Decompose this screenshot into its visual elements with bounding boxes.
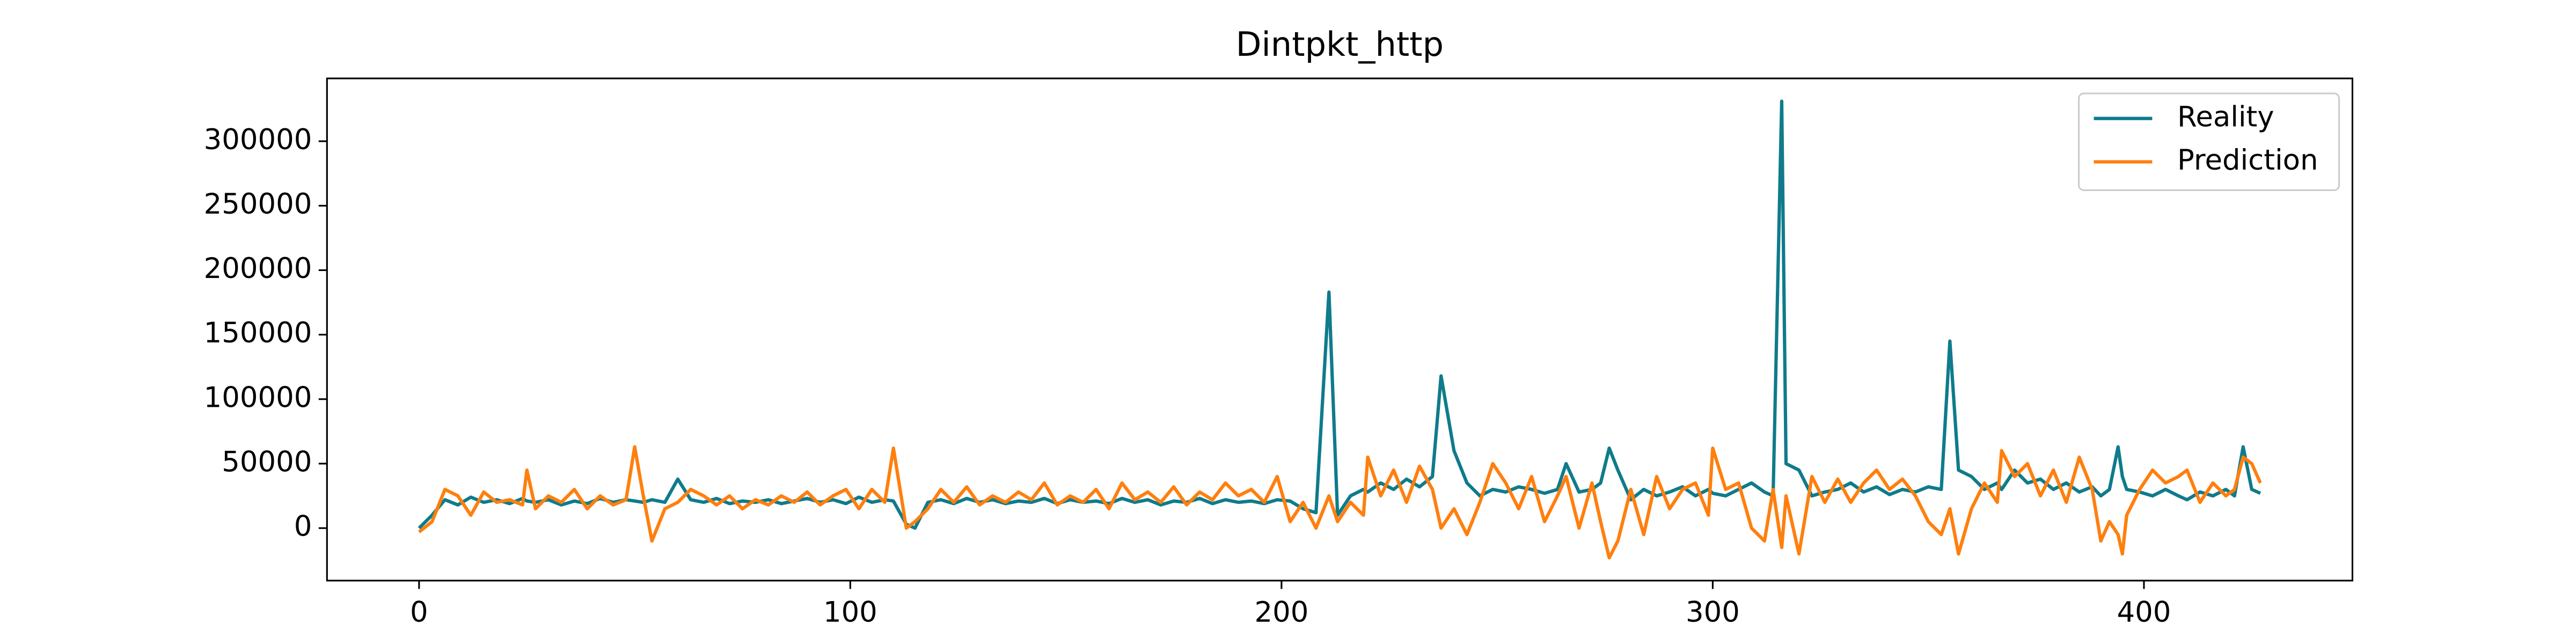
- x-tick-label: 100: [823, 596, 877, 629]
- series-line: [418, 445, 2262, 560]
- x-tick-label: 400: [2117, 596, 2171, 629]
- x-tick-label: 300: [1686, 596, 1740, 629]
- x-tick-label: 200: [1254, 596, 1308, 629]
- y-tick-label: 200000: [204, 252, 312, 285]
- y-tick-label: 300000: [204, 123, 312, 156]
- x-tick-label: 0: [410, 596, 428, 629]
- y-tick-label: 0: [294, 510, 312, 543]
- y-tick-label: 250000: [204, 188, 312, 221]
- legend-label: Prediction: [2177, 144, 2318, 177]
- y-tick-label: 150000: [204, 317, 312, 349]
- chart-title: Dintpkt_http: [1236, 25, 1444, 64]
- y-tick-label: 100000: [204, 381, 312, 414]
- y-tick-label: 50000: [222, 446, 312, 479]
- legend-label: Reality: [2177, 100, 2274, 133]
- plot-frame: [326, 77, 2353, 582]
